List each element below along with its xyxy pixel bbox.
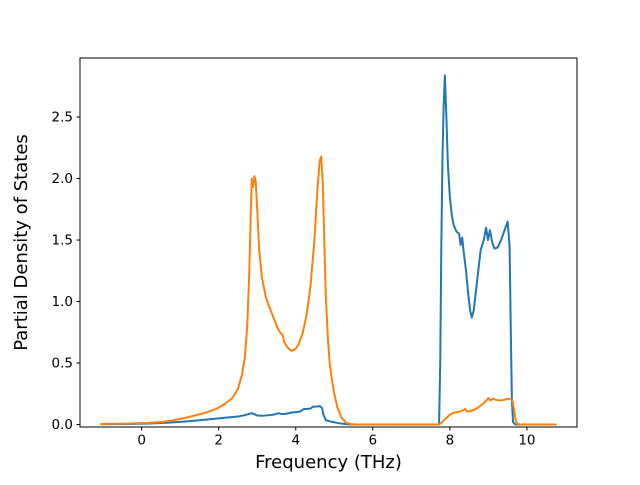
axes-layer: 0 2 4 6 8 10 0.0 0.5 1.0 1.5 2.0 2.5 [52, 110, 536, 449]
x-tick-label: 2 [214, 433, 223, 449]
x-axis-label: Frequency (THz) [255, 452, 402, 473]
x-tick-label: 0 [137, 433, 146, 449]
x-tick-label: 8 [446, 433, 455, 449]
curve-pdos-blue [100, 74, 557, 426]
curves-layer [100, 74, 557, 426]
y-tick-label: 1.0 [52, 294, 73, 310]
x-tick-label: 4 [291, 433, 300, 449]
x-tick-label: 6 [369, 433, 378, 449]
y-axis-label: Partial Density of States [11, 134, 32, 351]
plot-border [79, 57, 578, 428]
x-tick-label: 10 [518, 433, 535, 449]
y-tick-label: 0.5 [52, 356, 73, 372]
y-tick-label: 2.5 [52, 110, 73, 126]
curve-pdos-orange [100, 155, 557, 426]
y-tick-label: 0.0 [52, 417, 73, 433]
y-tick-label: 1.5 [52, 233, 73, 249]
y-tick-label: 2.0 [52, 171, 73, 187]
